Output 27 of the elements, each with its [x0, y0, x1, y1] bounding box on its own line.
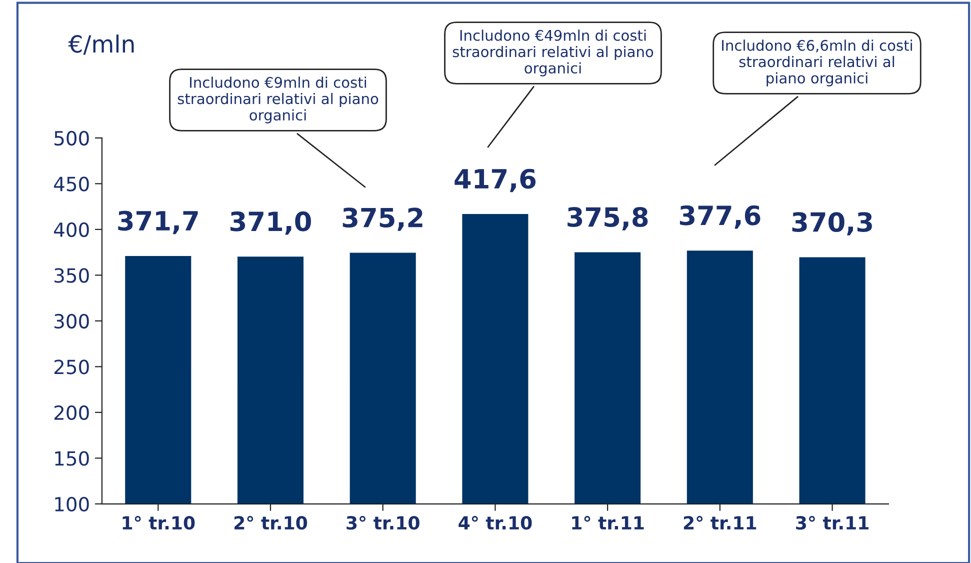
y-tick-label: 150	[55, 451, 89, 466]
x-tick-label: 3° tr.11	[796, 516, 868, 530]
x-tick-label: 1° tr.11	[572, 516, 644, 530]
data-label: 375,8	[568, 207, 648, 230]
x-tick-label: 3° tr.10	[346, 516, 420, 530]
data-label: 377,6	[680, 205, 760, 229]
data-label: 417,6	[454, 168, 536, 192]
data-label: 370,3	[792, 212, 872, 236]
y-tick-label: 250	[54, 360, 89, 374]
data-label: 375,2	[342, 208, 422, 231]
y-tick-label: 350	[54, 268, 89, 283]
y-tick-label: 100	[55, 496, 89, 512]
text: Includono €6,6mln di costi straordinari relativi al piano organici	[722, 40, 912, 86]
y-tick-label: 450	[54, 176, 89, 192]
data-label: 371,7	[118, 210, 198, 234]
y-axis-title: €/mln	[68, 34, 134, 55]
data-label: 371,0	[230, 211, 311, 235]
y-tick-label: 300	[54, 314, 89, 329]
y-tick-label: 500	[54, 130, 89, 146]
x-tick-label: 2° tr.11	[684, 516, 756, 530]
y-tick-label: 200	[54, 405, 89, 420]
x-tick-label: 2° tr.10	[234, 516, 308, 530]
y-tick-label: 400	[54, 222, 89, 238]
x-tick-label: 4° tr.10	[458, 516, 532, 530]
text: Includono €49mln di costi straordinari relativi al piano organici	[452, 30, 654, 76]
x-tick-label: 1° tr.10	[122, 516, 195, 530]
text: Includono €9mln di costi straordinari relativi al piano organici	[178, 76, 378, 124]
